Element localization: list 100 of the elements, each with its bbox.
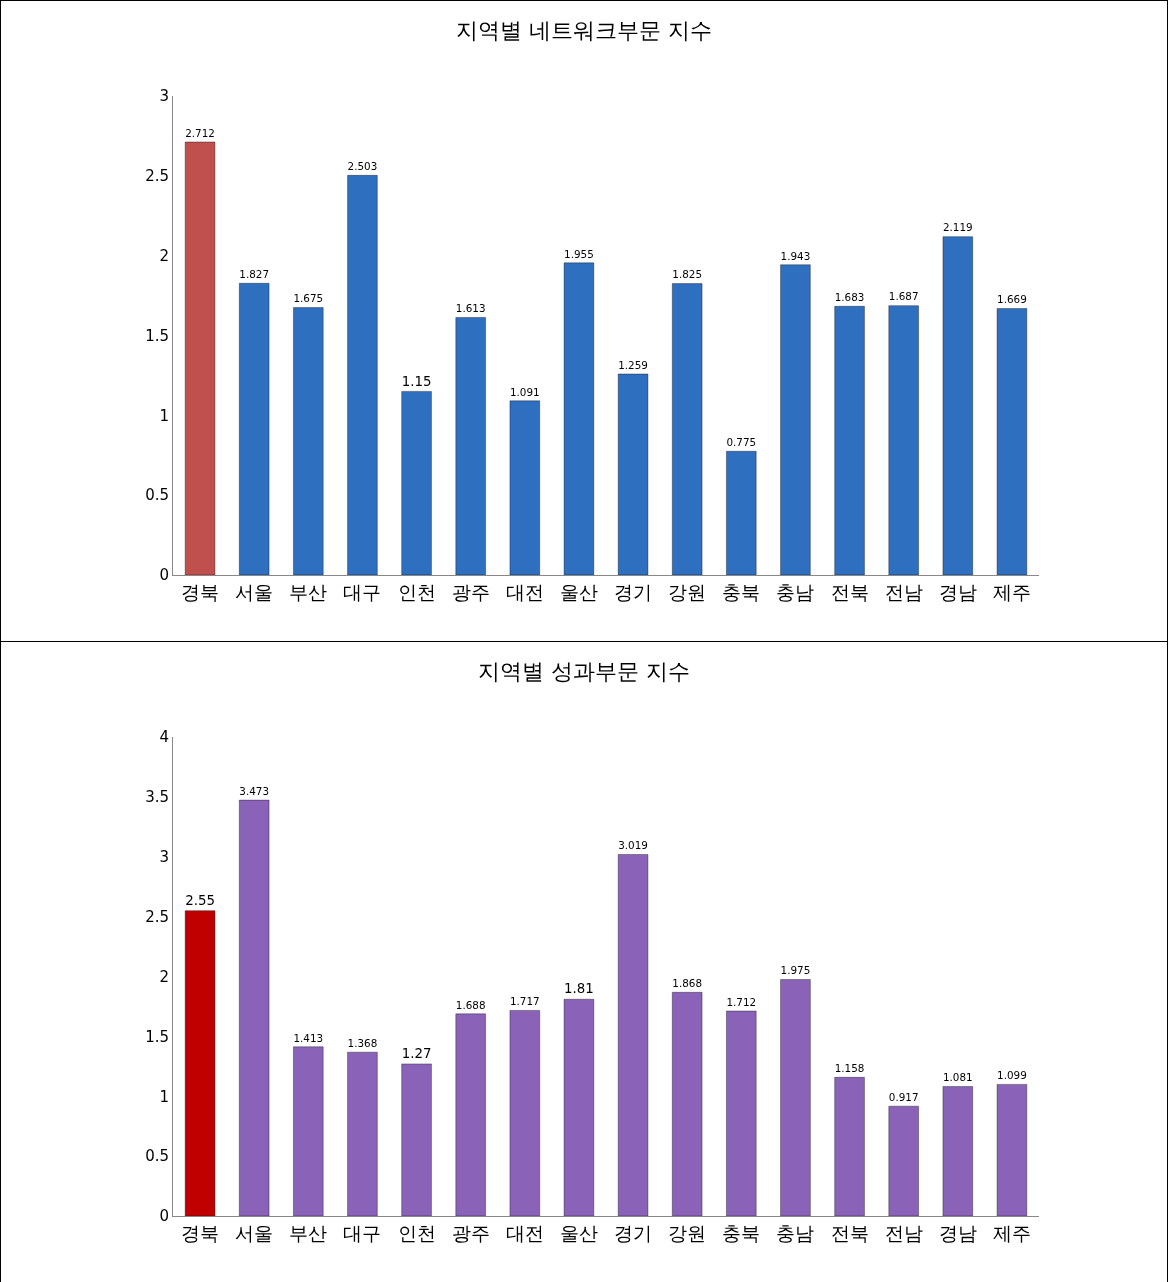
x-tick-label: 광주 [451,1221,490,1244]
x-tick-label: 충남 [776,1221,815,1244]
x-tick-label: 서울 [235,580,274,603]
y-tick-label: 1.5 [145,1027,169,1046]
data-label: 3.019 [618,839,648,852]
bar [996,1083,1028,1216]
x-tick-label: 제주 [992,1221,1031,1244]
bar [563,998,595,1216]
chart-title: 지역별 성과부문 지수 [478,658,690,684]
x-tick-label: 전남 [884,580,923,603]
bar [942,236,974,575]
bar [184,910,216,1216]
data-label: 0.917 [888,1091,919,1103]
data-label: 1.955 [564,247,594,260]
data-label: 0.775 [726,436,757,449]
x-tick-label: 경기 [614,1221,653,1244]
bar [347,1051,378,1216]
x-tick-label: 경남 [938,1221,977,1244]
y-tick-label: 3 [159,87,169,106]
bar [347,174,378,575]
data-label: 1.091 [509,385,540,398]
y-tick-label: 0.5 [145,1147,169,1166]
x-tick-label: 전북 [830,1221,869,1244]
data-label: 1.27 [401,1046,432,1062]
y-tick-label: 2.5 [145,167,169,186]
y-tick-label: 4 [159,728,169,747]
y-tick-label: 3 [159,848,169,866]
x-tick-label: 인천 [397,1221,436,1244]
data-label: 2.119 [942,221,973,234]
bar [671,991,703,1216]
data-label: 1.717 [509,995,540,1008]
x-tick-label: 경남 [938,580,977,603]
data-label: 3.473 [239,784,270,797]
y-tick-label: 2 [159,246,169,265]
bar [834,1076,865,1216]
data-label: 1.675 [293,292,324,305]
chart-title: 지역별 네트워크부문 지수 [456,17,712,43]
x-tick-label: 인천 [397,580,436,603]
bar [238,799,270,1216]
x-tick-label: 경기 [614,580,653,603]
data-label: 1.825 [672,268,703,281]
data-label: 1.081 [942,1071,973,1084]
bar [617,373,649,575]
data-label: 1.158 [834,1062,865,1075]
bar [509,1009,541,1216]
bar [292,1046,324,1216]
x-tick-label: 서울 [235,1221,274,1244]
x-tick-label: 전북 [830,580,869,603]
data-label: 1.687 [888,290,919,303]
x-tick-label: 울산 [559,580,598,603]
x-tick-label: 충남 [776,580,815,603]
x-tick-label: 강원 [668,1221,707,1244]
bar [509,400,541,575]
y-tick-label: 0 [159,566,169,585]
x-tick-label: 부산 [289,580,328,603]
data-label: 1.943 [780,249,811,262]
x-tick-label: 대구 [343,580,382,603]
x-tick-label: 강원 [668,580,707,603]
bar [671,283,703,575]
data-label: 2.712 [185,126,215,139]
x-tick-label: 대구 [343,1221,382,1244]
bar [834,305,865,575]
x-tick-label: 충북 [722,1221,761,1244]
y-tick-label: 1.5 [145,326,169,345]
x-tick-label: 경북 [181,580,220,603]
x-tick-label: 경북 [181,1221,220,1244]
x-tick-label: 전남 [884,1221,923,1244]
bar [455,1013,487,1216]
x-tick-label: 광주 [451,580,490,603]
y-tick-label: 2 [159,967,169,986]
y-tick-label: 0 [159,1207,169,1226]
bar [617,853,649,1216]
bar [888,305,920,575]
x-tick-label: 제주 [992,580,1031,603]
bar [888,1105,920,1216]
bar [238,282,270,575]
x-tick-label: 대전 [505,580,544,603]
y-tick-label: 1 [159,406,169,425]
bar [401,1063,432,1216]
bar [401,390,432,575]
bar [292,307,324,575]
x-tick-label: 울산 [559,1221,598,1244]
bar [725,450,757,575]
y-tick-label: 1 [159,1087,169,1106]
data-label: 1.099 [997,1069,1027,1082]
bar [725,1010,757,1216]
bar [942,1086,974,1216]
data-label: 1.259 [618,358,648,371]
data-label: 1.368 [347,1036,378,1049]
bar [780,978,811,1216]
data-label: 1.613 [455,302,486,315]
data-label: 1.975 [780,964,811,977]
bar [455,316,487,575]
data-label: 1.669 [997,293,1027,306]
bar [563,262,595,575]
x-tick-label: 충북 [722,580,761,603]
data-label: 1.868 [672,977,703,990]
data-label: 1.683 [834,291,865,304]
data-label: 1.413 [293,1031,324,1044]
data-label: 1.827 [239,268,270,281]
